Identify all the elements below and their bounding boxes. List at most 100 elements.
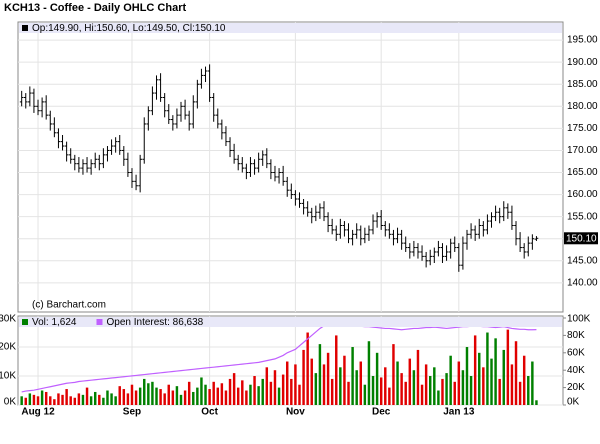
y-tick-label: 145.00: [567, 255, 598, 266]
volume-bar: [155, 387, 158, 405]
volume-bar: [384, 367, 387, 405]
volume-bar: [130, 384, 134, 405]
volume-bar: [461, 370, 465, 405]
volume-bar: [388, 387, 391, 405]
volume-bar: [416, 349, 420, 405]
volume-bar: [449, 355, 452, 405]
y2-tick-label: 80K: [567, 330, 585, 341]
volume-bar: [494, 338, 497, 405]
y-tick-label: 190.00: [567, 57, 598, 68]
volume-bar: [473, 335, 477, 405]
volume-bar: [424, 364, 428, 405]
y-tick-label: 140.00: [567, 278, 598, 289]
volume-bar: [379, 377, 383, 405]
chart-title: KCH13 - Coffee - Daily OHLC Chart: [4, 2, 186, 14]
volume-bar: [93, 391, 97, 405]
price-tag-bg: [564, 232, 598, 245]
volume-bar: [273, 370, 277, 405]
volume-bar: [167, 384, 170, 405]
volume-bar: [49, 396, 52, 405]
x-tick-label: Sep: [123, 407, 141, 418]
volume-bar: [339, 367, 342, 405]
volume-bar: [314, 373, 318, 405]
y-tick-label: 180.00: [567, 101, 598, 112]
volume-bar: [261, 378, 264, 405]
volume-bar: [245, 390, 248, 405]
volume-bar: [527, 376, 530, 405]
volume-bar: [138, 387, 142, 405]
volume-bar: [486, 332, 489, 405]
volume-bar: [122, 389, 126, 405]
volume-bar: [147, 383, 150, 405]
volume-bar: [118, 386, 121, 405]
volume-bar: [310, 358, 313, 405]
volume-bar: [179, 394, 183, 405]
volume-bar: [518, 381, 522, 405]
volume-bar: [44, 391, 48, 405]
volume-bar: [363, 384, 367, 405]
price-panel: [17, 21, 564, 313]
volume-bar: [69, 396, 72, 405]
open-interest-line: [21, 324, 537, 393]
volume-bar: [200, 377, 203, 405]
volume-bar: [77, 393, 81, 405]
volume-bar: [192, 391, 195, 405]
y2-tick-label: 0K: [567, 397, 580, 408]
volume-bar: [286, 361, 289, 405]
volume-bar: [290, 378, 293, 405]
volume-bar: [302, 349, 305, 405]
price-tag: 150.10: [566, 233, 597, 244]
volume-bar: [253, 376, 256, 405]
volume-bar: [204, 384, 207, 405]
y2-tick-label: 20K: [567, 382, 585, 393]
volume-bar: [208, 389, 211, 405]
volume-bar: [224, 390, 228, 405]
volume-bar: [40, 390, 44, 405]
volume-bar: [110, 393, 113, 405]
y-tick-label: 185.00: [567, 79, 598, 90]
volume-bar: [163, 393, 166, 405]
volume-bar: [249, 384, 252, 405]
volume-bar: [277, 387, 281, 405]
volume-bar: [453, 381, 456, 405]
volume-bar: [216, 387, 220, 405]
volume-bar: [269, 381, 273, 405]
x-tick-label: Aug 12: [21, 407, 55, 418]
volume-bar: [347, 381, 350, 405]
y-tick-label: 0K: [4, 397, 17, 408]
volume-bar: [535, 400, 538, 405]
y-tick-label: 30K: [0, 314, 16, 325]
x-tick-label: Dec: [372, 407, 391, 418]
volume-bar: [441, 378, 444, 405]
volume-bar: [465, 347, 469, 405]
volume-bar: [183, 390, 187, 405]
volume-bar: [143, 378, 146, 405]
volume-bar: [265, 367, 269, 405]
volume-bar: [408, 358, 412, 405]
volume-bar: [294, 364, 297, 405]
legend-text: Op:149.90, Hi:150.60, Lo:149.50, Cl:150.…: [32, 23, 226, 34]
y-tick-label: 155.00: [567, 211, 598, 222]
y2-tick-label: 40K: [567, 365, 585, 376]
volume-bar: [298, 384, 301, 405]
volume-bar: [232, 373, 236, 405]
y-tick-label: 20K: [0, 342, 16, 353]
volume-bar: [98, 394, 101, 405]
volume-bar: [498, 378, 501, 405]
volume-bar: [404, 381, 407, 405]
volume-bar: [81, 394, 85, 405]
y-tick-label: 165.00: [567, 167, 598, 178]
volume-bar: [412, 370, 416, 405]
y-tick-label: 175.00: [567, 123, 598, 134]
volume-bar: [212, 381, 215, 405]
volume-bar: [367, 341, 371, 405]
volume-bar: [326, 352, 330, 405]
legend-band: [19, 317, 562, 327]
volume-bar: [375, 352, 379, 405]
volume-bar: [306, 332, 309, 405]
volume-bar: [330, 378, 334, 405]
y2-tick-label: 100K: [567, 314, 591, 325]
volume-bar: [437, 390, 440, 405]
volume-bar: [445, 373, 448, 405]
